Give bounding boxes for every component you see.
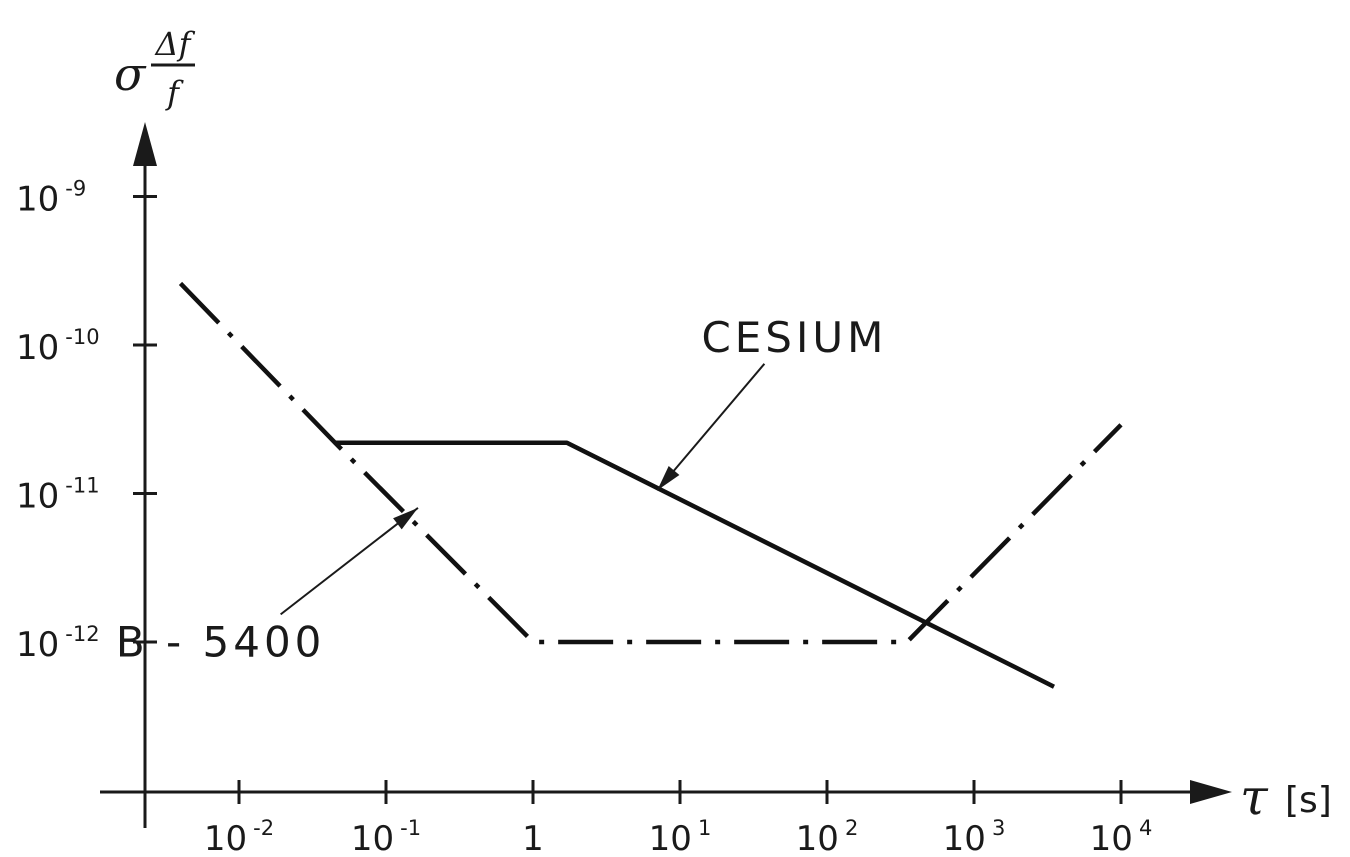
y-tick-label: 10 -11 (16, 474, 100, 517)
leader-line-b-5400 (280, 507, 419, 616)
x-tick-base: 10 (204, 819, 247, 857)
x-axis-symbol: τ (1240, 768, 1269, 826)
leader-arrow-icon (393, 507, 418, 530)
y-axis-title: σ Δf f (114, 25, 196, 112)
leader-line-cesium (656, 363, 766, 491)
x-tick-label: 10 2 (796, 816, 859, 857)
x-tick-exponent: 2 (845, 816, 858, 840)
y-tick-exponent: -9 (65, 177, 86, 201)
x-tick-label: 10 -2 (204, 816, 274, 857)
annotation-layer: CESIUM B - 5400 (116, 313, 887, 667)
y-axis-arrow-icon (133, 122, 157, 166)
x-tick-label: 10 3 (943, 816, 1006, 857)
y-tick-base: 10 (16, 477, 59, 517)
x-tick-exponent: 1 (698, 816, 711, 840)
series-line-b-5400 (178, 281, 1123, 645)
x-tick-base: 1 (522, 819, 544, 857)
y-axis-denominator: f (165, 74, 184, 112)
series-label-b-5400: B - 5400 (116, 617, 326, 666)
y-tick-base: 10 (16, 625, 59, 665)
x-tick-exponent: 4 (1139, 816, 1152, 840)
x-axis-unit: [s] (1285, 780, 1332, 821)
y-tick-exponent: -11 (65, 474, 99, 498)
y-tick-exponent: -10 (65, 325, 99, 349)
y-tick-exponent: -12 (65, 622, 99, 646)
x-axis-title: τ [s] (1240, 768, 1332, 826)
x-axis-arrow-icon (1190, 780, 1232, 804)
series-label-cesium: CESIUM (701, 313, 887, 362)
y-axis-symbol: σ (114, 47, 147, 101)
y-tick-label: 10 -12 (16, 622, 100, 665)
x-tick-label: 1 (522, 819, 544, 857)
x-tick-label: 10 -1 (351, 816, 421, 857)
x-tick-base: 10 (943, 819, 986, 857)
y-axis-numerator: Δf (154, 25, 196, 63)
x-tick-exponent: 3 (992, 816, 1005, 840)
x-tick-base: 10 (649, 819, 692, 857)
x-tick-label: 10 4 (1090, 816, 1153, 857)
y-tick-base: 10 (16, 328, 59, 368)
x-tick-base: 10 (351, 819, 394, 857)
y-tick-label: 10 -10 (16, 325, 100, 368)
x-tick-base: 10 (796, 819, 839, 857)
x-tick-exponent: -2 (253, 816, 274, 840)
x-tick-label: 10 1 (649, 816, 712, 857)
y-tick-base: 10 (16, 180, 59, 220)
x-tick-base: 10 (1090, 819, 1133, 857)
y-tick-label: 10 -9 (16, 177, 86, 220)
series-layer (178, 281, 1123, 689)
x-tick-exponent: -1 (400, 816, 421, 840)
x-ticks: 10 -2 10 -1 1 10 1 10 2 10 3 10 4 (204, 780, 1152, 857)
leader-arrow-icon (657, 466, 680, 491)
series-line-cesium (335, 440, 1056, 689)
